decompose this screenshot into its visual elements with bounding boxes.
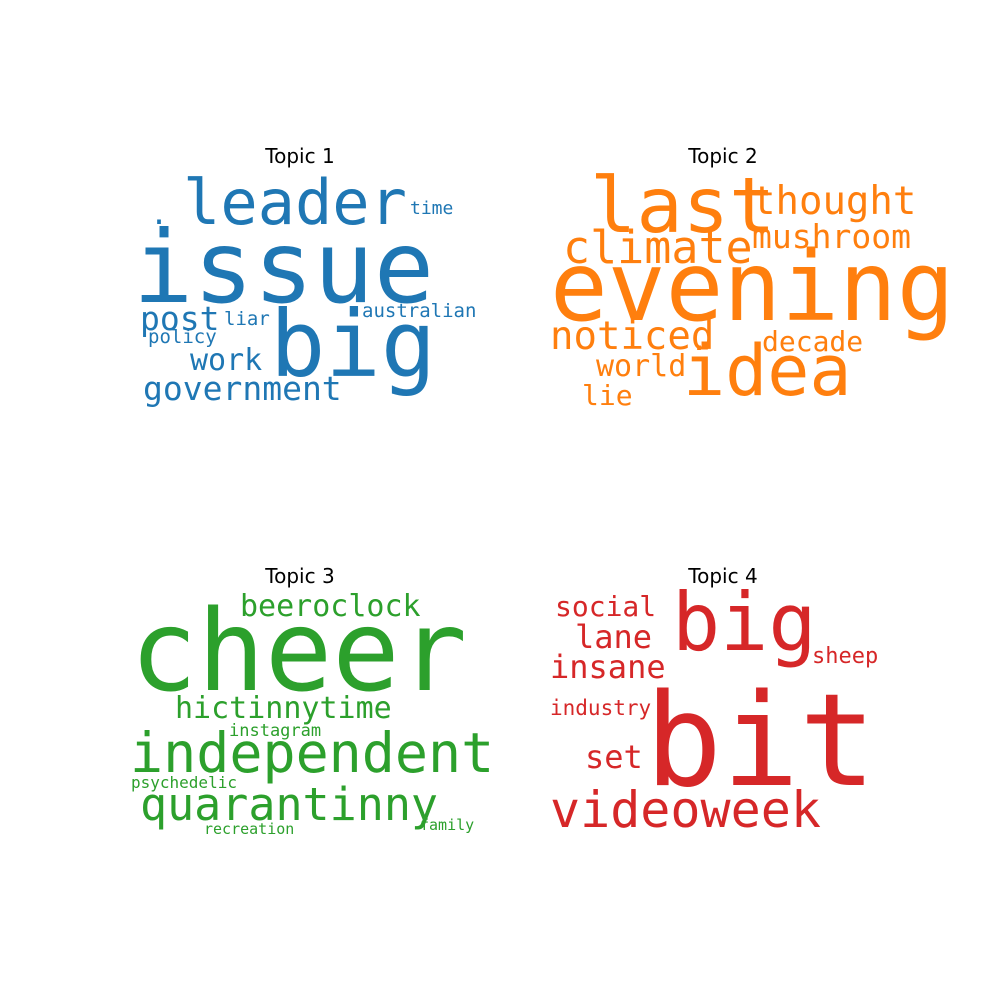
word-quarantinny: quarantinny	[140, 778, 438, 831]
panel-title: Topic 3	[264, 564, 334, 588]
word-videoweek: videoweek	[550, 781, 821, 839]
word-independent: independent	[130, 721, 494, 785]
word-lane: lane	[575, 618, 652, 656]
word-recreation: recreation	[204, 820, 294, 838]
word-set: set	[585, 738, 643, 776]
word-thought: thought	[752, 179, 916, 224]
word-hictinnytime: hictinnytime	[175, 691, 392, 726]
word-liar: liar	[224, 308, 270, 330]
word-bit: bit	[645, 667, 876, 816]
word-big: big	[270, 291, 436, 398]
word-australian: australian	[362, 300, 476, 322]
word-dot: .	[150, 197, 168, 232]
word-family: family	[420, 816, 474, 834]
word-idea: idea	[683, 330, 852, 412]
word-leader: leader	[183, 166, 407, 239]
word-noticed: noticed	[550, 314, 714, 359]
word-world: world	[596, 349, 686, 384]
word-cheer: cheer	[130, 587, 467, 717]
word-government: government	[143, 369, 342, 408]
word-lie: lie	[582, 379, 633, 412]
word-psychedelic: psychedelic	[131, 773, 237, 792]
word-instagram: instagram	[229, 721, 321, 741]
word-mushroom: mushroom	[752, 217, 911, 256]
word-policy: policy	[148, 326, 217, 348]
panel-title: Topic 2	[687, 144, 757, 168]
word-big: big	[672, 576, 817, 669]
panel-title: Topic 4	[687, 564, 757, 588]
word-dot: .	[690, 323, 708, 358]
word-work: work	[190, 343, 262, 378]
word-last: last	[590, 162, 775, 251]
panel-title: Topic 1	[264, 144, 334, 168]
word-time: time	[410, 198, 453, 219]
word-issue: issue	[133, 209, 434, 326]
word-climate: climate	[563, 221, 753, 274]
word-decade: decade	[762, 325, 863, 358]
word-insane: insane	[550, 648, 666, 686]
word-industry: industry	[550, 696, 651, 720]
word-sheep: sheep	[812, 644, 878, 669]
word-social: social	[555, 590, 656, 623]
word-beeroclock: beeroclock	[240, 589, 421, 624]
word-evening: evening	[550, 231, 955, 343]
word-post: post	[140, 299, 219, 338]
